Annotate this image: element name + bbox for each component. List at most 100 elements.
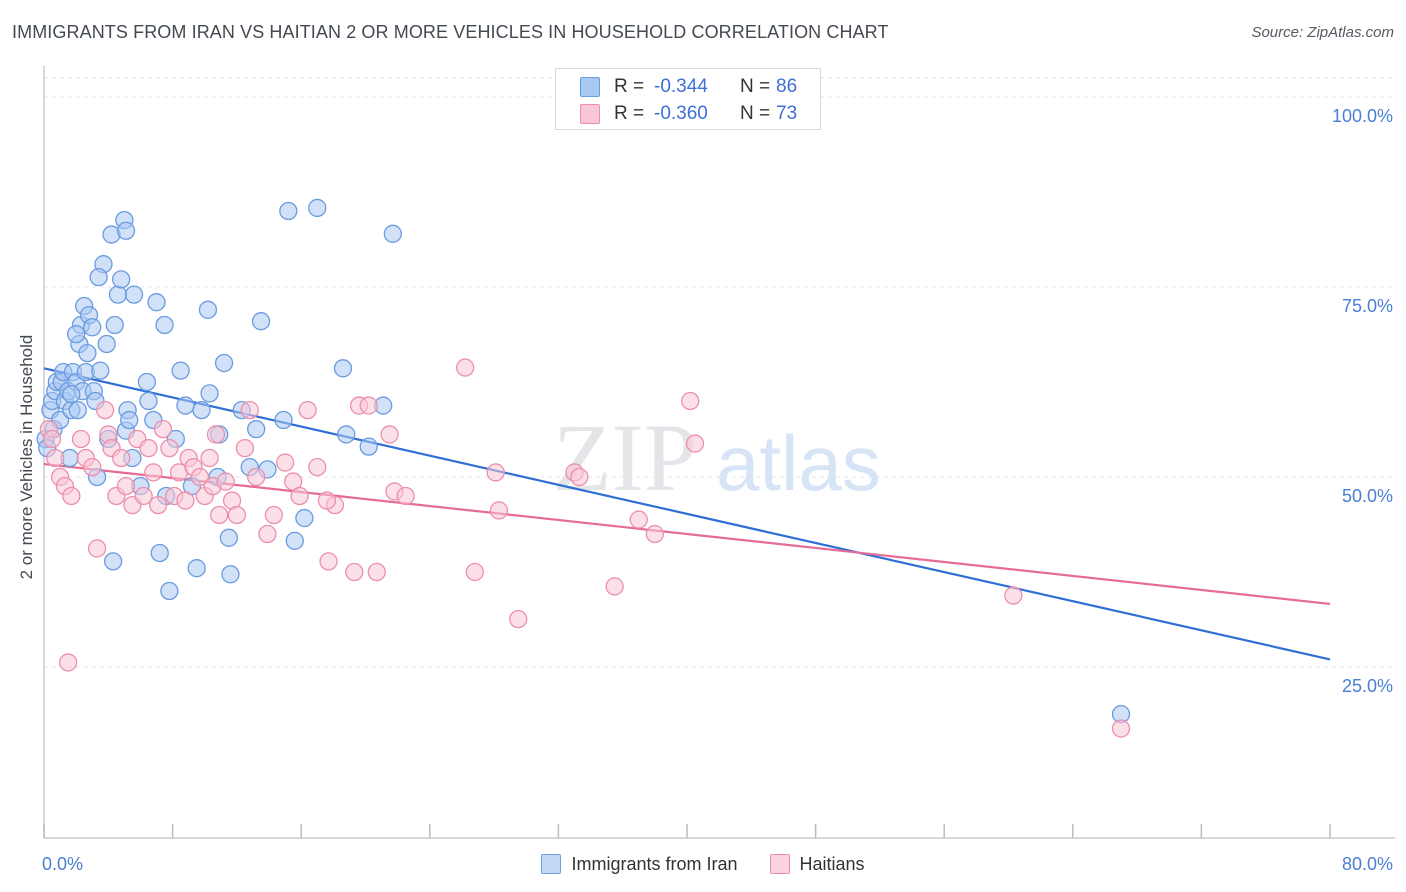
data-point (112, 270, 131, 289)
data-point (200, 384, 219, 403)
data-point (42, 429, 62, 449)
legend-n-value: 86 (776, 76, 798, 97)
data-point (317, 491, 337, 510)
watermark: ZIP atlas (553, 404, 881, 511)
data-point (456, 358, 475, 377)
data-point (105, 315, 124, 335)
data-point (367, 562, 386, 582)
legend-r-value: -0.360 (654, 103, 708, 124)
data-point (176, 491, 195, 510)
data-point (681, 391, 700, 411)
legend-n-label: N = (740, 103, 771, 124)
legend-r-label: R = (614, 103, 645, 124)
data-point (258, 524, 277, 544)
data-point (279, 201, 298, 221)
data-point (605, 577, 624, 596)
data-point (290, 486, 309, 506)
legend-r-label: R = (614, 76, 645, 97)
legend-row-iran: R = -0.344 N = 86 (580, 75, 797, 99)
trend-line-iran (43, 367, 1331, 661)
data-point (486, 463, 505, 482)
data-point (275, 453, 295, 472)
data-point (176, 396, 195, 415)
data-point (91, 361, 110, 380)
data-point (124, 285, 144, 304)
data-point (62, 385, 81, 404)
data-point (295, 508, 314, 528)
data-point (62, 486, 81, 506)
x-tick-label: 80.0% (1342, 854, 1393, 874)
data-point (153, 419, 173, 439)
data-point (235, 438, 255, 458)
data-point (383, 224, 402, 243)
data-point (198, 300, 218, 319)
data-point (120, 410, 139, 430)
data-point (645, 524, 664, 544)
data-point (116, 476, 136, 496)
legend-n-value: 73 (776, 103, 798, 124)
data-point (89, 267, 108, 287)
data-point (465, 562, 484, 582)
data-point (509, 609, 528, 629)
data-points (36, 198, 1131, 738)
trend-line-haitians (43, 462, 1331, 606)
legend-swatch-iran (580, 77, 600, 97)
data-point (359, 437, 378, 456)
legend-n-label: N = (740, 76, 771, 97)
data-point (78, 343, 97, 363)
data-point (144, 463, 163, 482)
data-point (345, 562, 364, 582)
legend-swatch-haitians (580, 104, 600, 124)
watermark-zip: ZIP (553, 404, 697, 511)
data-point (71, 429, 91, 449)
series-legend: Immigrants from Iran Haitians (0, 852, 1406, 876)
data-point (333, 359, 353, 378)
data-point (46, 448, 65, 468)
data-point (147, 293, 166, 312)
data-point (214, 353, 234, 373)
trend-lines (43, 367, 1331, 661)
data-point (380, 425, 399, 444)
data-point (570, 467, 589, 487)
data-point (160, 438, 179, 458)
data-point (68, 400, 87, 420)
chart-title: IMMIGRANTS FROM IRAN VS HAITIAN 2 OR MOR… (12, 22, 889, 42)
data-point (58, 653, 78, 672)
tick-labels: 25.0% 50.0% 75.0% 100.0% 0.0% 80.0% (42, 106, 1393, 874)
data-point (116, 221, 136, 240)
legend-item-haitians: Haitians (769, 853, 865, 875)
data-point (200, 448, 219, 468)
data-point (95, 400, 115, 420)
data-point (87, 539, 107, 558)
x-tick-label: 0.0% (42, 854, 83, 874)
legend-r-value: -0.344 (654, 76, 708, 97)
data-point (137, 372, 157, 392)
data-point (629, 510, 648, 529)
data-point (192, 400, 211, 420)
data-point (489, 501, 509, 520)
data-point (319, 552, 338, 571)
legend-label-haitians: Haitians (799, 853, 865, 874)
series-haitians (39, 358, 1131, 738)
data-point (264, 505, 284, 525)
data-point (227, 505, 247, 525)
y-axis-title: 2 or more Vehicles in Household (17, 334, 36, 580)
data-point (155, 315, 174, 335)
data-point (1004, 586, 1023, 605)
data-point (308, 457, 327, 477)
data-point (274, 410, 293, 430)
data-point (150, 543, 169, 563)
data-point (97, 334, 116, 354)
data-point (67, 324, 86, 344)
legend-row-haitians: R = -0.360 N = 73 (580, 102, 797, 126)
data-point (83, 457, 102, 477)
y-tick-label: 50.0% (1342, 486, 1393, 506)
chart-source: Source: ZipAtlas.com (1251, 24, 1394, 41)
y-tick-label: 75.0% (1342, 296, 1393, 316)
data-point (285, 531, 304, 550)
data-point (247, 467, 266, 487)
data-point (240, 400, 259, 420)
data-point (308, 198, 327, 218)
data-point (206, 425, 226, 444)
